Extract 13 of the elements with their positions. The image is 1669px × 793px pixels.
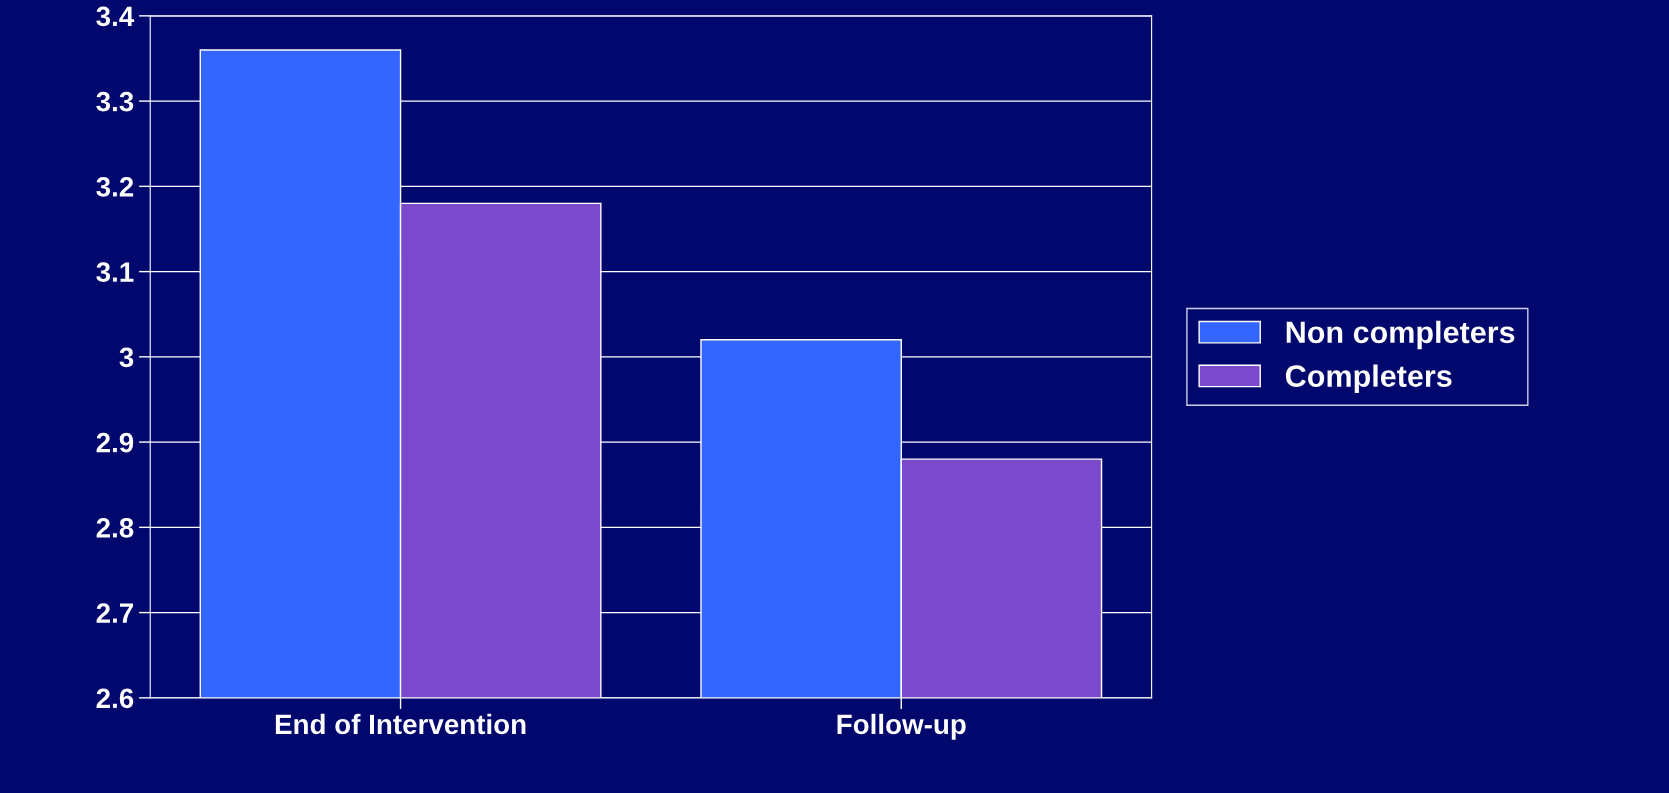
y-tick-label: 3 xyxy=(119,347,134,368)
y-tick-label: 2.7 xyxy=(96,603,134,623)
y-tick-label: 2.8 xyxy=(96,518,134,538)
y-tick-label: 3.2 xyxy=(96,177,134,197)
x-tick-label: Follow-up xyxy=(837,713,966,740)
legend-label: Completers xyxy=(1285,364,1452,393)
legend-label: Non completers xyxy=(1286,320,1515,350)
y-tick-label: 3.3 xyxy=(96,91,134,112)
y-tick-label: 3.4 xyxy=(96,6,135,27)
y-tick-label: 2.9 xyxy=(96,432,134,453)
x-tick-label: End of Intervention xyxy=(275,713,526,735)
y-tick-label: 2.6 xyxy=(96,688,134,709)
y-tick-label: 3.1 xyxy=(96,262,134,282)
